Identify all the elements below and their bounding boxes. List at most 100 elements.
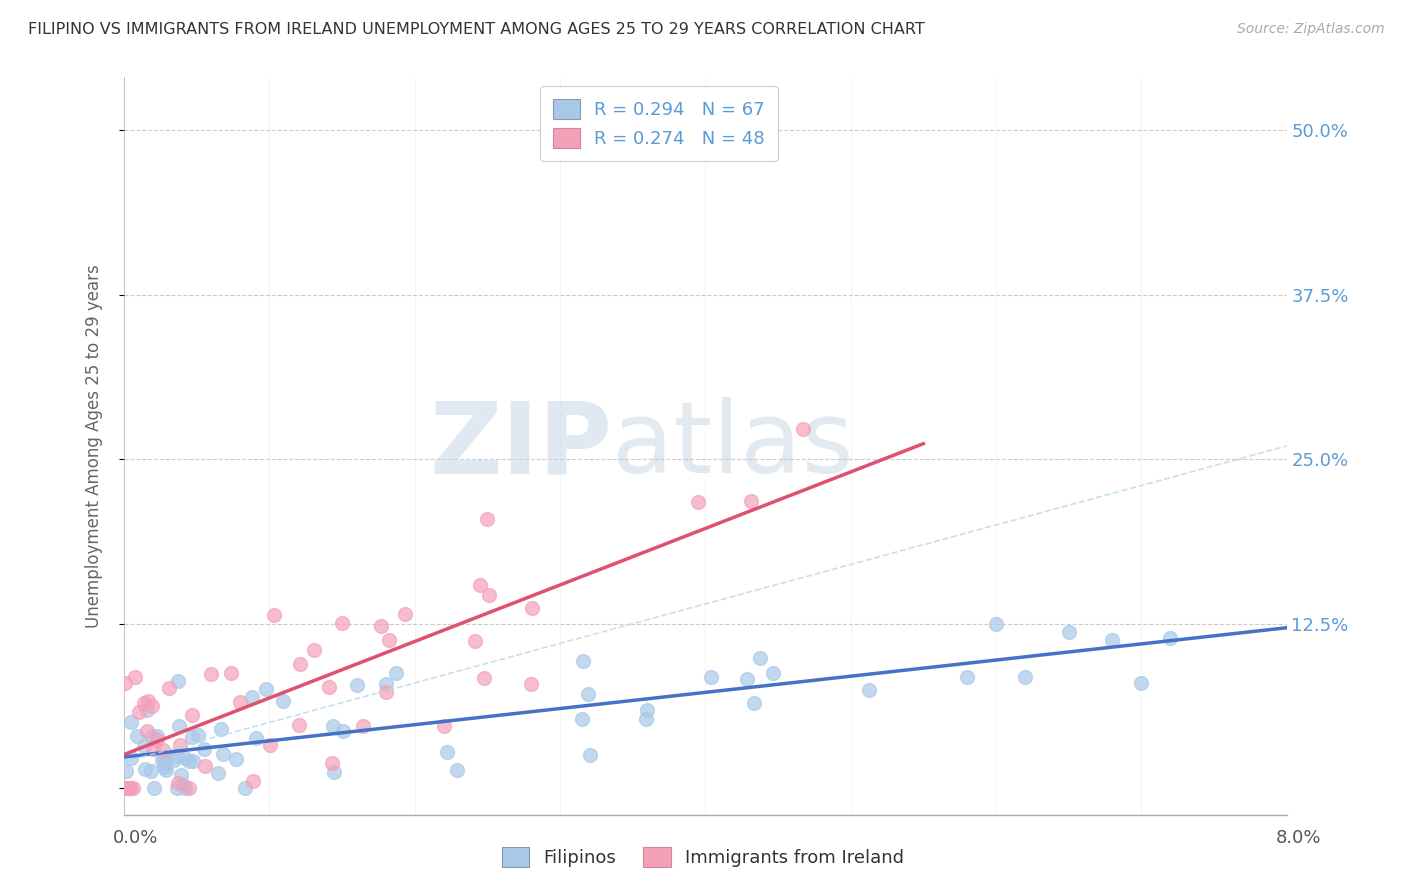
Point: [229, 695, 252, 709]
Point: [1057, 625, 1080, 640]
Point: [122, 781, 145, 796]
Point: [271, 693, 294, 707]
Point: [207, 766, 229, 780]
Point: [762, 666, 785, 681]
Point: [134, 739, 156, 753]
Point: [956, 670, 979, 684]
Point: [1130, 675, 1153, 690]
Point: [177, 781, 200, 796]
Point: [141, 699, 163, 714]
Point: [181, 708, 204, 723]
Point: [374, 685, 396, 699]
Point: [155, 763, 177, 777]
Point: [579, 747, 602, 762]
Point: [478, 588, 501, 602]
Point: [477, 512, 499, 526]
Point: [177, 754, 200, 768]
Point: [180, 731, 202, 745]
Point: [153, 756, 176, 771]
Point: [120, 781, 142, 796]
Point: [378, 632, 401, 647]
Point: [472, 671, 495, 685]
Point: [321, 756, 343, 770]
Point: [221, 666, 243, 681]
Point: [136, 694, 159, 708]
Point: [384, 666, 406, 681]
Point: [571, 712, 593, 726]
Point: [134, 697, 156, 711]
Point: [572, 654, 595, 668]
Point: [576, 688, 599, 702]
Text: 8.0%: 8.0%: [1277, 829, 1322, 847]
Point: [858, 682, 880, 697]
Point: [172, 778, 194, 792]
Point: [686, 495, 709, 509]
Point: [259, 738, 281, 752]
Point: [115, 764, 138, 778]
Point: [433, 719, 456, 733]
Point: [153, 752, 176, 766]
Point: [194, 759, 217, 773]
Point: [749, 651, 772, 665]
Point: [302, 642, 325, 657]
Point: [636, 703, 658, 717]
Point: [146, 729, 169, 743]
Point: [240, 690, 263, 704]
Point: [142, 742, 165, 756]
Point: [169, 739, 191, 753]
Point: [700, 670, 723, 684]
Text: ZIP: ZIP: [429, 398, 613, 494]
Point: [634, 712, 657, 726]
Point: [446, 763, 468, 777]
Point: [233, 781, 256, 796]
Point: [115, 781, 138, 796]
Point: [394, 607, 416, 621]
Point: [142, 781, 165, 796]
Point: [166, 674, 188, 689]
Point: [520, 677, 543, 691]
Point: [263, 608, 285, 623]
Point: [124, 670, 146, 684]
Point: [120, 714, 142, 729]
Point: [464, 633, 486, 648]
Point: [288, 657, 311, 671]
Text: FILIPINO VS IMMIGRANTS FROM IRELAND UNEMPLOYMENT AMONG AGES 25 TO 29 YEARS CORRE: FILIPINO VS IMMIGRANTS FROM IRELAND UNEM…: [28, 22, 925, 37]
Point: [153, 760, 176, 774]
Point: [352, 719, 374, 733]
Point: [118, 781, 141, 796]
Point: [120, 751, 142, 765]
Point: [166, 749, 188, 764]
Point: [128, 705, 150, 719]
Legend: Filipinos, Immigrants from Ireland: Filipinos, Immigrants from Ireland: [495, 839, 911, 874]
Point: [740, 494, 762, 508]
Point: [225, 752, 247, 766]
Point: [792, 422, 814, 436]
Point: [984, 617, 1007, 632]
Point: [193, 742, 215, 756]
Y-axis label: Unemployment Among Ages 25 to 29 years: Unemployment Among Ages 25 to 29 years: [86, 264, 103, 628]
Point: [173, 781, 195, 796]
Point: [1014, 670, 1036, 684]
Point: [167, 719, 190, 733]
Point: [245, 731, 267, 745]
Point: [332, 723, 354, 738]
Point: [436, 745, 458, 759]
Legend: R = 0.294   N = 67, R = 0.274   N = 48: R = 0.294 N = 67, R = 0.274 N = 48: [540, 87, 778, 161]
Point: [166, 776, 188, 790]
Text: Source: ZipAtlas.com: Source: ZipAtlas.com: [1237, 22, 1385, 37]
Point: [374, 677, 396, 691]
Point: [744, 696, 766, 710]
Point: [242, 774, 264, 789]
Point: [114, 675, 136, 690]
Point: [173, 751, 195, 765]
Point: [287, 718, 309, 732]
Point: [209, 722, 232, 736]
Point: [150, 753, 173, 767]
Point: [520, 600, 543, 615]
Point: [322, 719, 344, 733]
Point: [125, 729, 148, 743]
Point: [141, 729, 163, 743]
Point: [183, 754, 205, 768]
Text: atlas: atlas: [613, 398, 853, 494]
Point: [115, 781, 138, 796]
